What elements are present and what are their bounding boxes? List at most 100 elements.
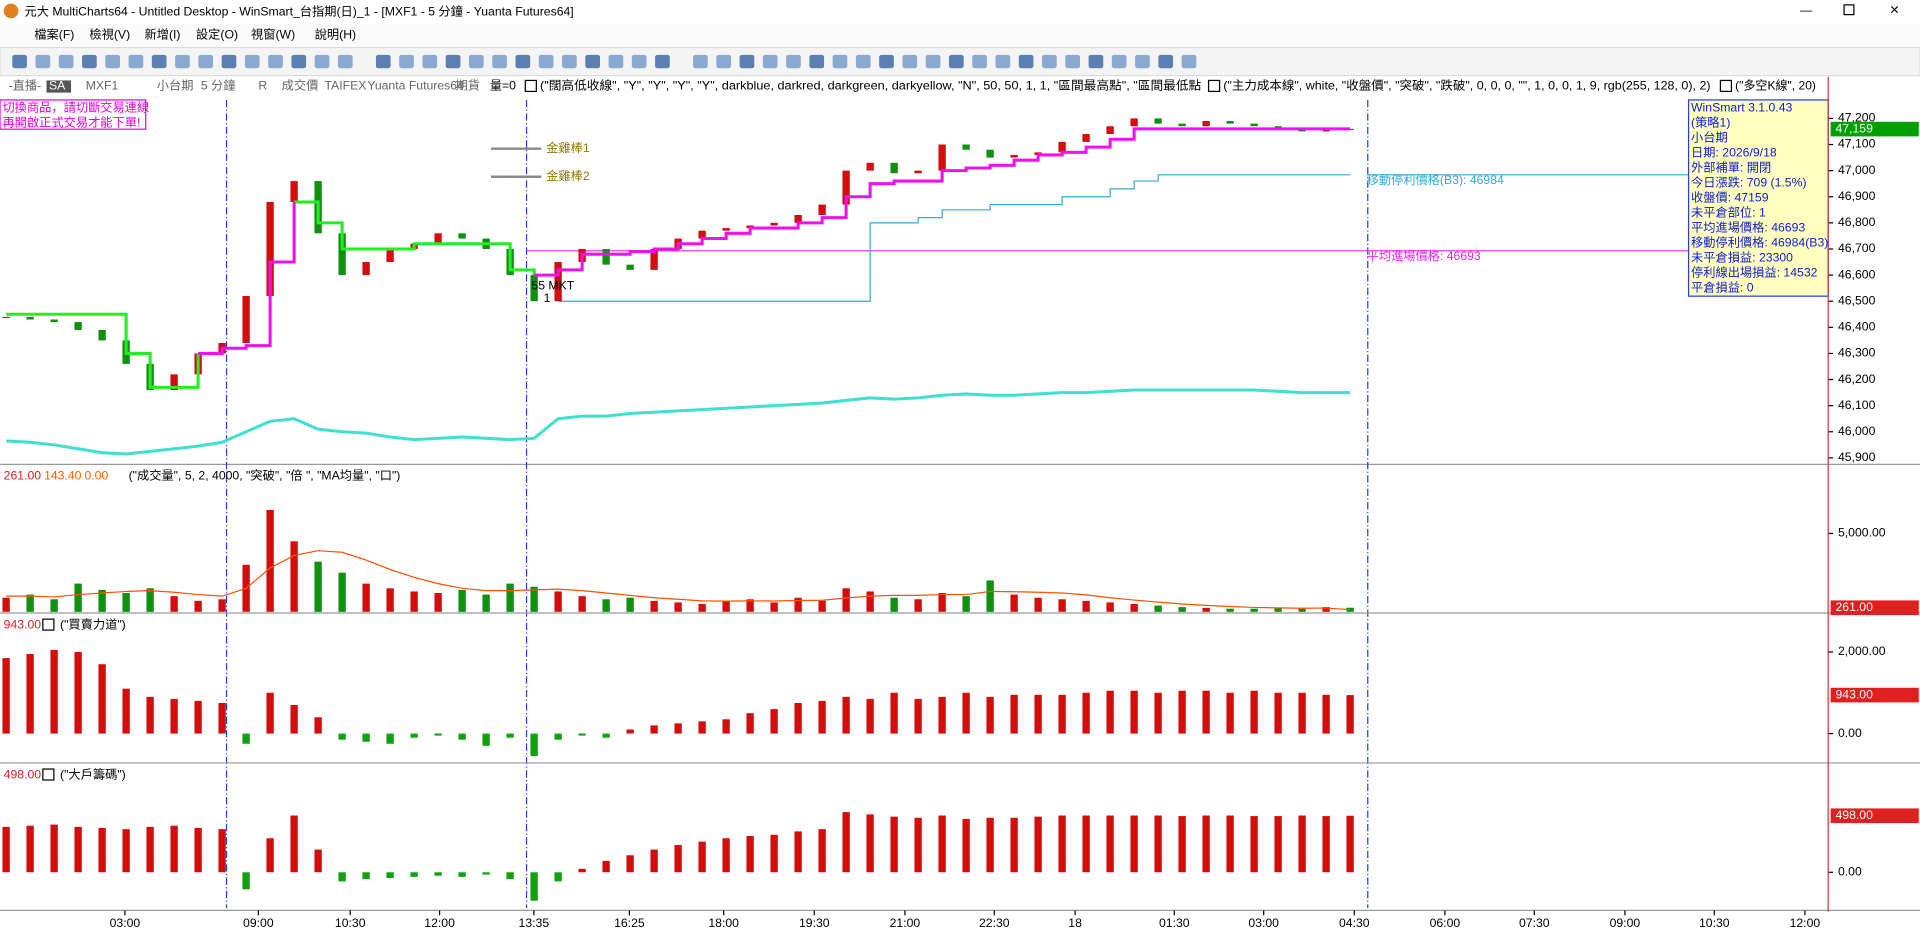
study-close-box[interactable] (42, 618, 55, 631)
y-tick-label: 2,000.00 (1838, 644, 1886, 658)
toolbar-button[interactable] (655, 54, 670, 69)
toolbar-button[interactable] (268, 54, 283, 69)
header-item[interactable]: SA (49, 79, 66, 93)
warning-text: 再開啟正式交易才能下單! (2, 114, 140, 129)
toolbar-button[interactable] (515, 54, 531, 69)
info-line: 平均進場價格: 46693 (1691, 220, 1805, 235)
toolbar-button[interactable] (585, 54, 600, 69)
toolbar-button[interactable] (608, 54, 624, 69)
candle (626, 264, 634, 270)
toolbar-button[interactable] (1042, 54, 1057, 69)
toolbar-button[interactable] (739, 54, 755, 69)
menu-item[interactable]: 新增(I) (144, 27, 180, 42)
indicator-bar (314, 561, 322, 612)
toolbar-button[interactable] (1065, 54, 1080, 69)
maximize-button[interactable] (1843, 4, 1855, 16)
header-item[interactable]: R (258, 79, 267, 93)
toolbar-button[interactable] (809, 54, 825, 69)
toolbar-button[interactable] (151, 54, 167, 69)
toolbar-button[interactable] (105, 54, 120, 69)
toolbar-button[interactable] (198, 54, 214, 69)
toolbar-button[interactable] (716, 54, 732, 69)
y-tick-label: 46,400 (1838, 320, 1876, 334)
toolbar-button[interactable] (128, 54, 144, 69)
menu-item[interactable]: 視窗(W) (251, 27, 295, 42)
menu-item[interactable]: 檢視(V) (89, 27, 130, 42)
candle (938, 144, 946, 171)
toolbar-button[interactable] (314, 54, 330, 69)
indicator-bar (218, 702, 226, 734)
toolbar-button[interactable] (631, 54, 647, 69)
toolbar-button[interactable] (832, 54, 848, 69)
study-close-box[interactable] (1719, 79, 1733, 93)
toolbar-button[interactable] (995, 54, 1011, 69)
toolbar-button[interactable] (12, 54, 27, 69)
candle (650, 248, 658, 270)
x-tick-label: 18:00 (708, 916, 739, 930)
candle (362, 262, 370, 276)
indicator-bar (698, 841, 706, 873)
candle (842, 170, 850, 205)
toolbar-button[interactable] (1181, 54, 1197, 69)
toolbar-button[interactable] (244, 54, 260, 69)
indicator-bar (794, 597, 802, 612)
toolbar-button[interactable] (948, 54, 964, 69)
toolbar-button[interactable] (879, 54, 894, 69)
toolbar-button[interactable] (82, 54, 97, 69)
last-value-label: 498.00 (1836, 808, 1874, 822)
indicator-bar (1082, 815, 1090, 873)
y-tick-label: 46,900 (1838, 189, 1876, 203)
toolbar-button[interactable] (291, 54, 307, 69)
indicator-bar (266, 509, 274, 612)
toolbar-button[interactable] (399, 54, 414, 69)
toolbar-button[interactable] (492, 54, 507, 69)
toolbar-button[interactable] (1135, 54, 1150, 69)
toolbar-button[interactable] (762, 54, 778, 69)
indicator-bar (482, 872, 490, 875)
indicator-bar (1202, 690, 1210, 734)
toolbar-button[interactable] (445, 54, 461, 69)
toolbar-button[interactable] (1158, 54, 1174, 69)
toolbar-button[interactable] (1088, 54, 1104, 69)
last-value-box (1830, 121, 1919, 137)
study-close-box[interactable] (1207, 79, 1221, 93)
toolbar-button[interactable] (175, 54, 190, 69)
header-item: -直播- (9, 79, 42, 93)
menu-item[interactable]: 設定(O) (196, 27, 238, 42)
toolbar-button[interactable] (58, 54, 74, 69)
candle (74, 322, 82, 330)
last-value-box (1830, 600, 1919, 616)
candle (50, 319, 58, 323)
indicator-bar (482, 733, 490, 746)
toolbar-button[interactable] (35, 54, 51, 69)
indicator-bar (314, 717, 322, 734)
pane-header-value: 498.00 (4, 767, 42, 781)
study-close-box[interactable] (524, 79, 537, 93)
toolbar-button[interactable] (855, 54, 871, 69)
toolbar-button[interactable] (786, 54, 801, 69)
toolbar-button[interactable] (972, 54, 987, 69)
toolbar-button[interactable] (902, 54, 918, 69)
toolbar-button[interactable] (221, 54, 237, 69)
toolbar-button[interactable] (1111, 54, 1127, 69)
toolbar-button[interactable] (925, 54, 941, 69)
minimize-button[interactable]: — (1800, 3, 1813, 17)
candle (98, 329, 106, 341)
menu-item[interactable]: 說明(H) (315, 27, 356, 42)
indicator-bar (290, 815, 298, 873)
candle (242, 295, 250, 343)
toolbar-button[interactable] (422, 54, 438, 69)
indicator-bar (194, 600, 202, 612)
toolbar-button[interactable] (375, 54, 391, 69)
toolbar-button[interactable] (468, 54, 484, 69)
toolbar-button[interactable] (693, 54, 708, 69)
indicator-bar (194, 827, 202, 873)
study-close-box[interactable] (42, 768, 55, 781)
menu-item[interactable]: 檔案(F) (34, 27, 74, 42)
toolbar-button[interactable] (1018, 54, 1034, 69)
close-button[interactable]: ✕ (1889, 3, 1899, 17)
indicator-bar (1034, 597, 1042, 612)
toolbar-button[interactable] (562, 54, 577, 69)
toolbar-button[interactable] (538, 54, 554, 69)
toolbar-button[interactable] (337, 54, 353, 69)
